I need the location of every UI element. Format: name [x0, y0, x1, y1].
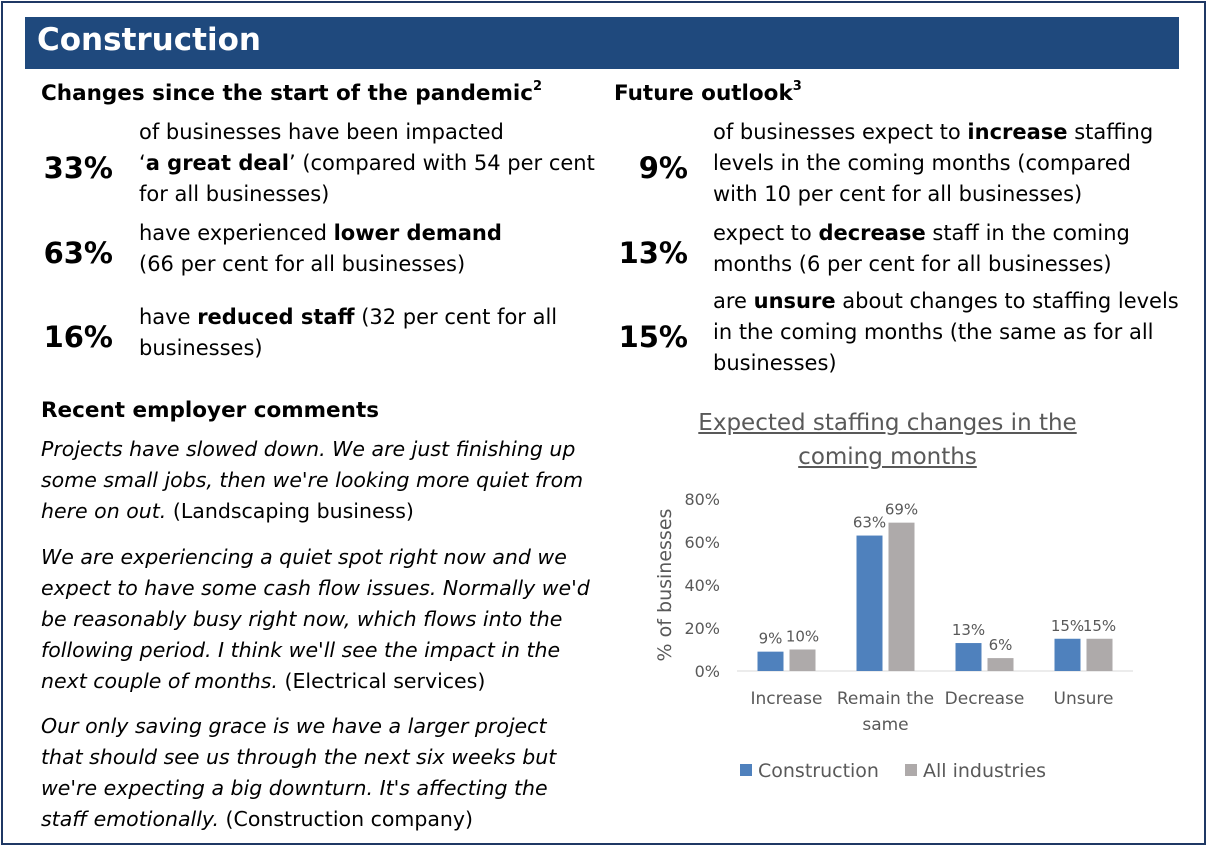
legend-swatch: [740, 764, 752, 776]
bar-all-industries: [789, 649, 816, 671]
bar-construction: [1054, 638, 1081, 671]
x-tick-label: Increase: [751, 689, 823, 709]
stat-description: have experienced lower demand (66 per cen…: [139, 221, 502, 276]
stat-description: expect to decrease staff in the coming mo…: [713, 221, 1130, 276]
y-axis-label: % of businesses: [654, 509, 676, 662]
data-label: 13%: [952, 621, 985, 639]
page-title: Construction: [37, 22, 261, 58]
stat-description: have reduced staff (32 per cent for all b…: [139, 305, 558, 360]
stat-percentage: 9%: [638, 151, 688, 185]
stat-description: of businesses have been impacted ‘a great…: [139, 120, 595, 206]
employer-comment: Projects have slowed down. We are just f…: [41, 437, 584, 523]
y-tick-label: 20%: [684, 619, 720, 638]
data-label: 15%: [1083, 617, 1116, 635]
x-tick-label: Unsure: [1054, 689, 1114, 709]
y-tick-label: 40%: [684, 576, 720, 595]
comments-title: Recent employer comments: [41, 398, 380, 423]
bar-construction: [757, 651, 784, 671]
x-tick-label: Decrease: [945, 689, 1025, 709]
bar-all-industries: [987, 658, 1014, 671]
bar-all-industries: [888, 522, 915, 671]
y-tick-label: 60%: [684, 533, 720, 552]
employer-comment: We are experiencing a quiet spot right n…: [41, 545, 590, 693]
legend-label: Construction: [758, 760, 879, 782]
legend-swatch: [905, 764, 917, 776]
bar-construction: [856, 535, 883, 671]
data-label: 9%: [759, 630, 783, 648]
stat-percentage: 13%: [618, 236, 688, 270]
y-tick-label: 80%: [684, 490, 720, 509]
stat-description: are unsure about changes to staffing lev…: [713, 289, 1179, 375]
data-label: 10%: [786, 628, 819, 646]
data-label: 6%: [989, 636, 1013, 654]
stat-percentage: 33%: [43, 151, 113, 185]
stat-description: of businesses expect to increase staffin…: [713, 120, 1154, 206]
bar-all-industries: [1086, 638, 1113, 671]
legend-label: All industries: [923, 760, 1046, 782]
data-label: 69%: [885, 501, 918, 519]
data-label: 63%: [853, 514, 886, 532]
x-tick-label: Remain the: [837, 689, 934, 709]
stat-percentage: 16%: [43, 320, 113, 354]
stat-percentage: 15%: [618, 320, 688, 354]
employer-comment: Our only saving grace is we have a large…: [41, 714, 557, 831]
outlook-title: Future outlook3: [614, 78, 802, 106]
y-tick-label: 0%: [695, 662, 720, 681]
x-tick-label: same: [862, 715, 908, 735]
bar-construction: [955, 643, 982, 671]
chart-title: Expected staffing changes in the coming m…: [698, 410, 1077, 470]
data-label: 15%: [1051, 617, 1084, 635]
header-bar: Construction: [25, 17, 1179, 69]
stat-percentage: 63%: [43, 236, 113, 270]
changes-title: Changes since the start of the pandemic2: [41, 78, 543, 106]
